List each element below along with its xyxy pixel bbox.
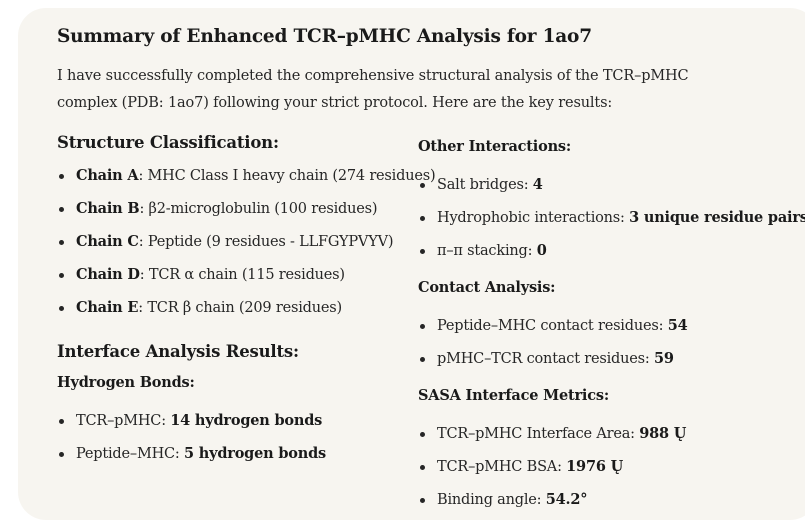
intro-paragraph: I have successfully completed the compre…	[57, 63, 697, 117]
bullet-icon	[59, 174, 64, 179]
hydrogen-bonds-list: TCR–pMHC: 14 hydrogen bonds Peptide–MHC:…	[57, 411, 326, 477]
summary-title: Summary of Enhanced TCR–pMHC Analysis fo…	[57, 26, 592, 47]
bullet-icon	[59, 273, 64, 278]
other-interactions-list: Salt bridges: 4 Hydrophobic interactions…	[418, 175, 805, 274]
contact-item: pMHC–TCR contact residues: 59	[418, 349, 687, 382]
bullet-icon	[420, 465, 425, 470]
structure-classification-list: Chain A: MHC Class I heavy chain (274 re…	[57, 166, 436, 331]
hbond-item: TCR–pMHC: 14 hydrogen bonds	[57, 411, 326, 444]
hbond-item: Peptide–MHC: 5 hydrogen bonds	[57, 444, 326, 477]
bullet-icon	[59, 240, 64, 245]
structure-classification-heading: Structure Classification:	[57, 133, 279, 152]
bullet-icon	[420, 183, 425, 188]
bullet-icon	[420, 216, 425, 221]
intro-line-1: I have successfully completed the compre…	[57, 68, 689, 84]
bullet-icon	[420, 324, 425, 329]
bullet-icon	[420, 249, 425, 254]
contact-analysis-heading: Contact Analysis:	[418, 279, 556, 296]
interaction-item: Salt bridges: 4	[418, 175, 805, 208]
bullet-icon	[59, 452, 64, 457]
chain-item: Chain E: TCR β chain (209 residues)	[57, 298, 435, 331]
interaction-item: Hydrophobic interactions: 3 unique resid…	[418, 208, 805, 241]
interaction-item: π–π stacking: 0	[418, 241, 805, 274]
bullet-icon	[59, 306, 64, 311]
chain-item: Chain D: TCR α chain (115 residues)	[57, 265, 435, 298]
sasa-item: TCR–pMHC Interface Area: 988 Ų	[418, 424, 686, 457]
hydrogen-bonds-heading: Hydrogen Bonds:	[57, 374, 195, 391]
chain-item: Chain C: Peptide (9 residues - LLFGYPVYV…	[57, 232, 435, 265]
chain-item: Chain A: MHC Class I heavy chain (274 re…	[57, 166, 436, 199]
bullet-icon	[420, 432, 425, 437]
bullet-icon	[420, 498, 425, 503]
contact-analysis-list: Peptide–MHC contact residues: 54 pMHC–TC…	[418, 316, 688, 382]
interface-analysis-heading: Interface Analysis Results:	[57, 342, 299, 361]
other-interactions-heading: Other Interactions:	[418, 138, 572, 155]
bullet-icon	[420, 357, 425, 362]
bullet-icon	[59, 419, 64, 424]
chain-item: Chain B: β2-microglobulin (100 residues)	[57, 199, 435, 232]
contact-item: Peptide–MHC contact residues: 54	[418, 316, 688, 349]
message-card	[18, 8, 805, 520]
sasa-item: TCR–pMHC BSA: 1976 Ų	[418, 457, 686, 490]
sasa-metrics-list: TCR–pMHC Interface Area: 988 Ų TCR–pMHC …	[418, 424, 686, 523]
intro-line-2: complex (PDB: 1ao7) following your stric…	[57, 95, 613, 111]
bullet-icon	[59, 207, 64, 212]
sasa-item: Binding angle: 54.2°	[418, 490, 686, 523]
sasa-metrics-heading: SASA Interface Metrics:	[418, 387, 609, 404]
